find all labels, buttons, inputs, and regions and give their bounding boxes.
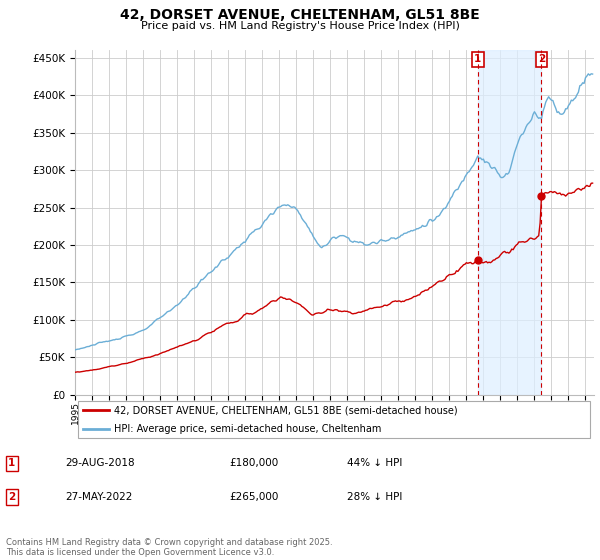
Text: 29-AUG-2018: 29-AUG-2018 <box>65 459 134 468</box>
FancyBboxPatch shape <box>77 401 590 438</box>
Text: 42, DORSET AVENUE, CHELTENHAM, GL51 8BE: 42, DORSET AVENUE, CHELTENHAM, GL51 8BE <box>120 8 480 22</box>
Text: HPI: Average price, semi-detached house, Cheltenham: HPI: Average price, semi-detached house,… <box>114 424 382 433</box>
Text: 2: 2 <box>538 54 545 64</box>
Text: 27-MAY-2022: 27-MAY-2022 <box>65 492 132 502</box>
Text: 2: 2 <box>8 492 16 502</box>
Text: £180,000: £180,000 <box>229 459 278 468</box>
Text: 1: 1 <box>474 54 481 64</box>
Text: £265,000: £265,000 <box>229 492 279 502</box>
Text: Price paid vs. HM Land Registry's House Price Index (HPI): Price paid vs. HM Land Registry's House … <box>140 21 460 31</box>
Text: 1: 1 <box>8 459 16 468</box>
Bar <box>478 50 541 395</box>
Text: Contains HM Land Registry data © Crown copyright and database right 2025.
This d: Contains HM Land Registry data © Crown c… <box>6 538 332 557</box>
Text: 42, DORSET AVENUE, CHELTENHAM, GL51 8BE (semi-detached house): 42, DORSET AVENUE, CHELTENHAM, GL51 8BE … <box>114 405 458 415</box>
Text: 28% ↓ HPI: 28% ↓ HPI <box>347 492 403 502</box>
Text: 44% ↓ HPI: 44% ↓ HPI <box>347 459 403 468</box>
